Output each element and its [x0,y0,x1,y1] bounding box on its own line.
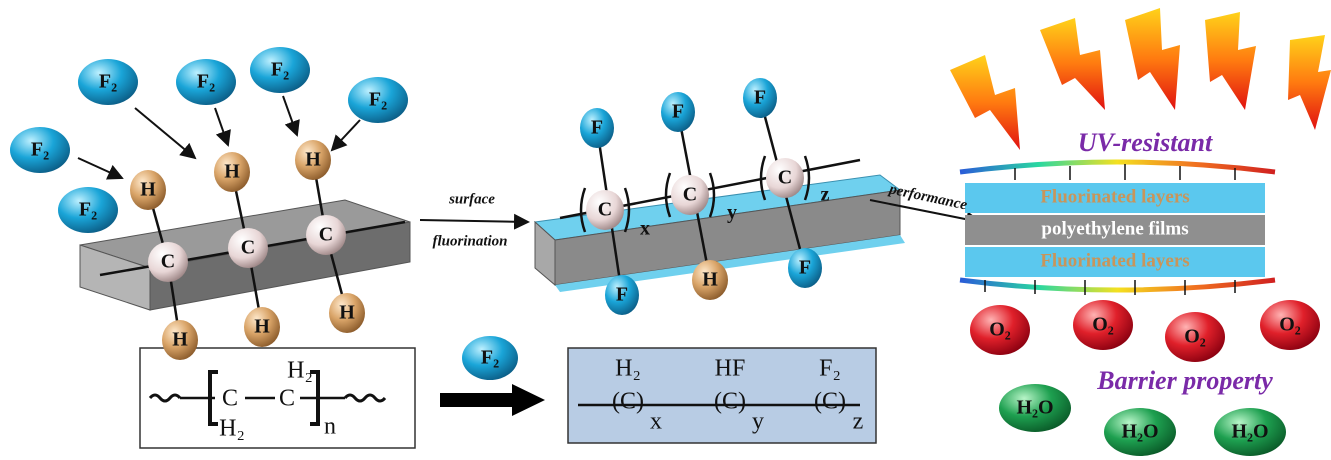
formula: z [853,409,864,435]
subscript: z [821,184,830,206]
f2-molecule [348,77,408,123]
fluorine-atom-label: F [591,117,603,139]
carbon-atom-label: C [598,199,612,221]
process-label: fluorination [432,233,507,249]
fluorine-atom [580,108,614,148]
carbon-atom-label: C [319,224,333,246]
f2-molecule-label: F₂ [369,89,387,111]
carbon-atom [671,175,709,215]
hydrogen-atom-label: H [254,316,270,338]
formula: H₂ [615,356,641,382]
reagent-label: F₂ [481,347,499,369]
formula: C [222,386,238,412]
water-molecule [999,384,1071,432]
right-panel [950,8,1331,295]
uv-label: UV-resistant [1078,128,1213,157]
hydrogen-atom [295,140,331,180]
bracket [579,187,631,233]
reaction [139,347,877,449]
fluorine-atom [661,92,695,132]
f2-molecule [10,127,70,173]
hydrogen-atom-label: H [339,302,355,324]
subscript: x [640,218,650,240]
formula: n [324,414,336,440]
hydrogen-atom [162,320,198,360]
hydrogen-atom [329,293,365,333]
fluorine-atom-label: F [672,101,684,123]
hydrogen-atom [692,260,728,300]
fluorine-atom-label: F [754,87,766,109]
f2-molecule [78,59,138,105]
oxygen-molecule [1260,300,1320,350]
carbon-atom [766,158,804,198]
hydrogen-atom-label: H [305,149,321,171]
hydrogen-atom [130,170,166,210]
formula: H₂ [287,358,313,384]
oxygen-molecule [1073,300,1133,350]
layer-label: Fluorinated layers [1040,186,1189,207]
f2-molecule-label: F₂ [197,71,215,93]
carbon-atom [148,242,188,282]
formula: (C) [714,389,746,415]
carbon-atom-label: C [683,184,697,206]
formula: (C) [612,389,644,415]
water-molecule-label: H₂O [1121,421,1158,443]
f2-molecule [250,47,310,93]
carbon-atom [586,190,624,230]
carbon-atom [306,215,346,255]
f2-molecule-label: F₂ [99,71,117,93]
barrier-label: Barrier property [1096,366,1273,395]
oxygen-molecule-label: O₂ [1184,326,1206,348]
layer-label: polyethylene films [1041,218,1188,239]
hydrogen-atom-label: H [702,269,718,291]
formula: F₂ [819,356,841,382]
process-label: surface [448,191,495,207]
bracket [759,155,811,201]
hydrogen-atom [214,152,250,192]
carbon-atom-label: C [778,167,792,189]
water-molecule-label: H₂O [1231,421,1268,443]
layer-label: Fluorinated layers [1040,250,1189,271]
f2-molecule-label: F₂ [79,199,97,221]
formula: HF [715,356,746,382]
carbon-atom-label: C [241,237,255,259]
subscript: y [727,202,737,224]
fluorine-atom [788,248,822,288]
formula: C [279,386,295,412]
oxygen-molecule [970,305,1030,355]
oxygen-molecule-label: O₂ [1279,314,1301,336]
carbon-atom-label: C [161,251,175,273]
formula: (C) [814,389,846,415]
hydrogen-atom-label: H [172,329,188,351]
oxygen-molecule [1165,312,1225,362]
fluorine-atom-label: F [799,257,811,279]
f2-molecule [176,59,236,105]
fluorine-atom [605,275,639,315]
formula: y [752,409,764,435]
hydrogen-atom-label: H [224,161,240,183]
reagent [462,336,518,380]
fluorine-atom [743,78,777,118]
oxygen-molecule-label: O₂ [989,319,1011,341]
oxygen-molecule-label: O₂ [1092,314,1114,336]
hydrogen-atom [244,307,280,347]
f2-molecule-label: F₂ [271,59,289,81]
formula: x [650,409,662,435]
carbon-atom [228,228,268,268]
f2-molecule [58,187,118,233]
hydrogen-atom-label: H [140,179,156,201]
water-molecule [1104,408,1176,456]
water-molecule [1214,408,1286,456]
bracket [664,172,716,218]
formula: H₂ [219,416,245,442]
f2-molecule-label: F₂ [31,139,49,161]
water-molecule-label: H₂O [1016,397,1053,419]
fluorine-atom-label: F [616,284,628,306]
